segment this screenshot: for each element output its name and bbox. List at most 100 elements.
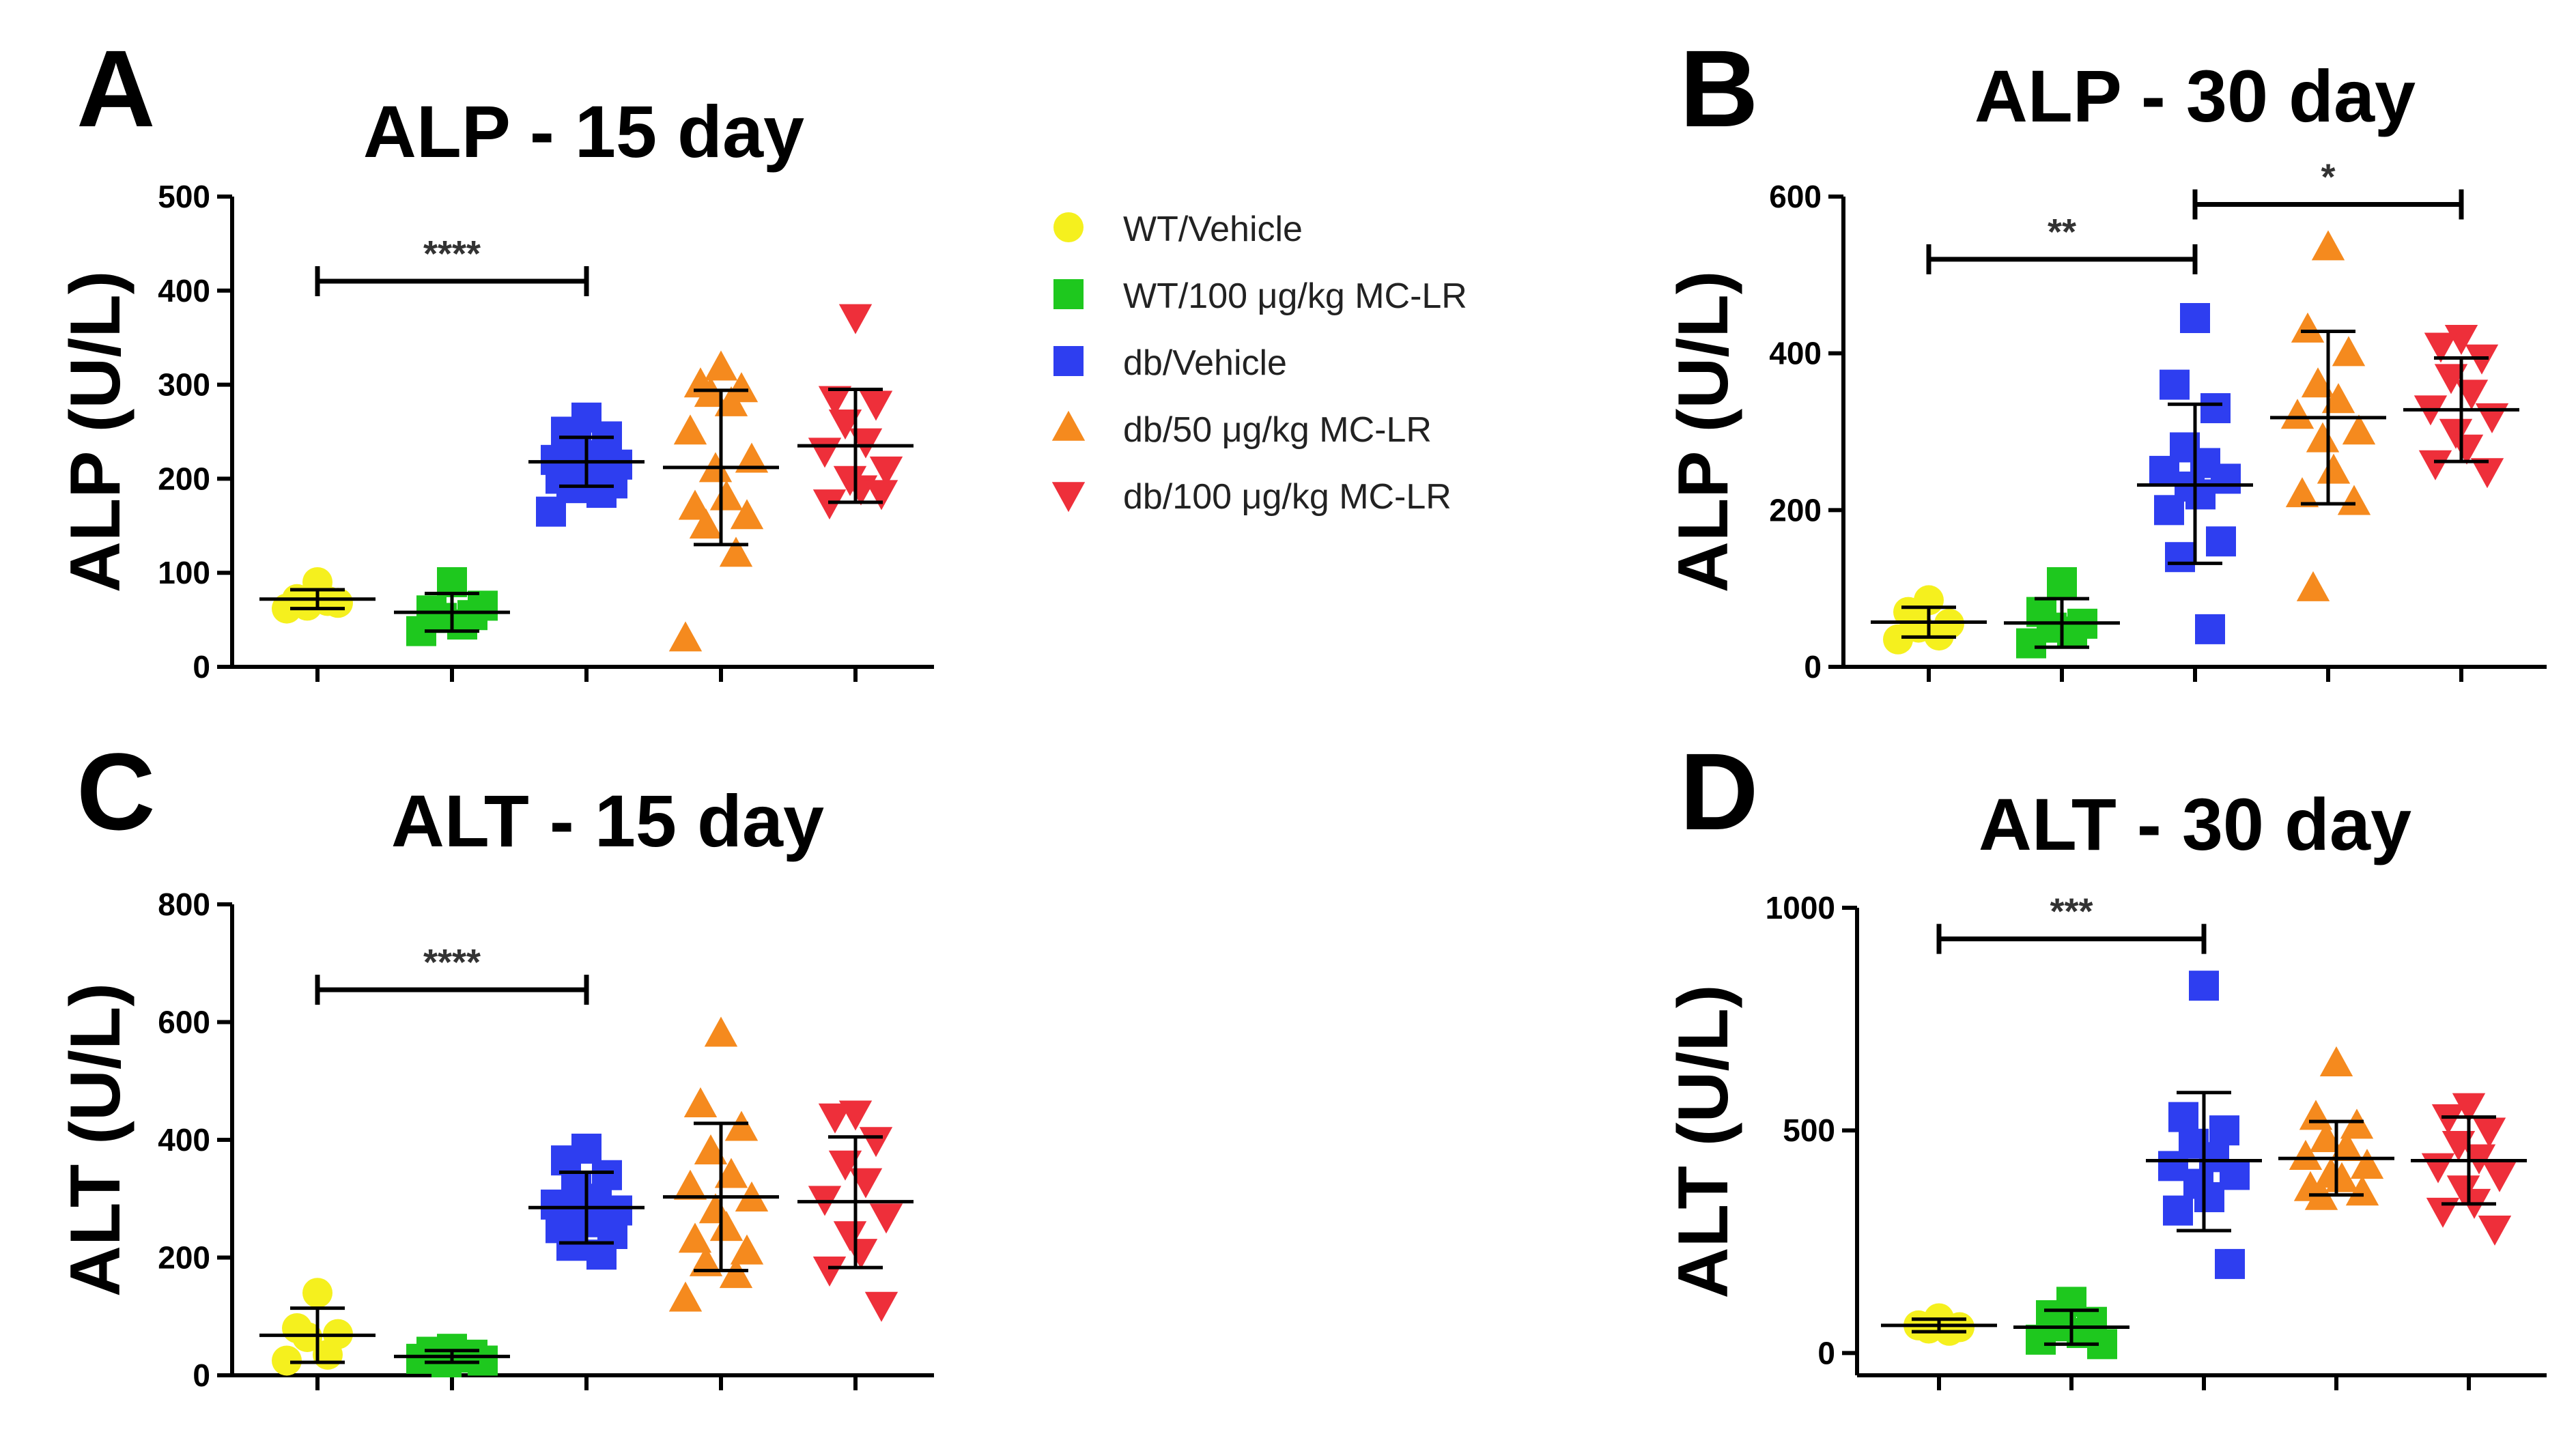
data-point: [730, 1234, 764, 1265]
legend-marker: [1051, 410, 1086, 441]
legend-label: db/50 μg/kg MC-LR: [1123, 410, 1432, 450]
data-point: [272, 1345, 302, 1376]
legend-marker: [1053, 279, 1084, 309]
data-point: [812, 489, 847, 520]
data-point: [668, 1281, 703, 1312]
data-point: [2482, 1162, 2517, 1192]
data-point: [2321, 383, 2355, 414]
panel-letter: D: [1680, 730, 1759, 852]
y-axis-label: ALP (U/L): [56, 271, 135, 593]
data-point: [818, 1103, 852, 1134]
y-tick-label: 600: [1769, 179, 1822, 214]
y-tick-label: 0: [193, 1358, 210, 1393]
data-point: [849, 428, 883, 459]
data-point: [2475, 403, 2509, 433]
data-point: [844, 1239, 878, 1270]
data-point: [2285, 477, 2319, 508]
data-point: [2301, 367, 2335, 398]
series-db-vehicle: [2146, 971, 2262, 1279]
data-point: [818, 386, 852, 416]
data-point: [683, 1087, 718, 1117]
legend-item-wt-100-g-kg-mc-lr: WT/100 μg/kg MC-LR: [1053, 276, 1467, 316]
data-point: [808, 438, 842, 468]
data-point: [2424, 332, 2458, 363]
series-db-50-g-kg-mc-lr: [2278, 1046, 2394, 1210]
data-point: [2289, 1140, 2323, 1171]
data-point: [2450, 434, 2484, 465]
series-db-100-g-kg-mc-lr: [2403, 325, 2519, 489]
series-wt-vehicle: [259, 1278, 376, 1376]
series-wt-100-g-kg-mc-lr: [394, 1334, 510, 1378]
data-point: [2220, 1160, 2250, 1190]
legend-marker: [1053, 346, 1084, 376]
panel-letter: C: [76, 730, 156, 852]
significance-bracket: *: [2192, 156, 2464, 220]
data-point: [1883, 624, 1913, 655]
y-tick-label: 200: [158, 461, 210, 496]
data-point: [2306, 422, 2340, 453]
legend-label: db/Vehicle: [1123, 343, 1287, 383]
data-point: [714, 1158, 748, 1188]
data-point: [2472, 1117, 2506, 1148]
panel-d: D ALT - 30 day ALT (U/L) 0 500 1000 ***: [1664, 730, 2547, 1390]
y-axis-label: ALP (U/L): [1664, 271, 1743, 593]
series-wt-100-g-kg-mc-lr: [394, 567, 510, 646]
legend-label: WT/100 μg/kg MC-LR: [1123, 276, 1467, 316]
data-point: [2209, 1115, 2239, 1146]
significance-label: ***: [2050, 891, 2093, 932]
legend-label: db/100 μg/kg MC-LR: [1123, 477, 1452, 517]
data-point: [2350, 1149, 2384, 1179]
data-point: [864, 1291, 898, 1322]
panel-title: ALT - 15 day: [391, 779, 824, 862]
significance-label: ****: [423, 233, 481, 274]
series-db-100-g-kg-mc-lr: [2411, 1093, 2527, 1246]
significance-bracket: ****: [315, 942, 589, 1005]
data-point: [2319, 1046, 2353, 1077]
data-point: [714, 386, 748, 416]
panel-letter: B: [1680, 27, 1759, 149]
data-point: [2200, 393, 2231, 424]
data-point: [586, 1239, 617, 1270]
data-point: [2418, 450, 2452, 481]
data-point: [689, 508, 723, 539]
y-tick-label: 0: [1817, 1335, 1835, 1371]
data-point: [2311, 230, 2345, 261]
data-point: [586, 478, 617, 508]
y-tick-label: 400: [158, 273, 210, 309]
data-point: [812, 1257, 847, 1287]
data-point: [272, 593, 302, 624]
data-point: [2296, 571, 2330, 601]
series-db-100-g-kg-mc-lr: [797, 1100, 914, 1322]
data-point: [2431, 1104, 2465, 1134]
data-point: [2180, 302, 2210, 333]
significance-label: **: [2048, 212, 2076, 253]
data-point: [2195, 614, 2225, 644]
data-point: [678, 1222, 712, 1253]
data-point: [2165, 542, 2195, 573]
data-point: [536, 496, 566, 527]
data-point: [2280, 399, 2315, 429]
data-point: [724, 1110, 759, 1141]
series-db-50-g-kg-mc-lr: [663, 350, 779, 652]
data-point: [2342, 414, 2376, 445]
series-wt-100-g-kg-mc-lr: [2004, 567, 2120, 659]
data-point: [2154, 495, 2184, 526]
data-point: [302, 1278, 332, 1308]
legend: WT/Vehicle WT/100 μg/kg MC-LR db/Vehicle db…: [1051, 210, 1467, 517]
data-point: [2330, 1130, 2364, 1161]
data-point: [828, 410, 862, 440]
data-point: [2211, 463, 2241, 494]
data-point: [694, 1134, 728, 1164]
data-point: [2325, 1162, 2359, 1192]
data-point: [292, 1321, 322, 1352]
data-point: [2215, 1248, 2245, 1279]
data-point: [864, 480, 898, 511]
legend-item-db-50-g-kg-mc-lr: db/50 μg/kg MC-LR: [1051, 410, 1432, 450]
significance-label: *: [2321, 156, 2335, 197]
y-tick-label: 500: [1783, 1113, 1835, 1148]
significance-bracket: **: [1926, 212, 2198, 274]
data-point: [838, 304, 873, 334]
data-point: [2441, 1131, 2476, 1162]
data-point: [678, 489, 712, 520]
